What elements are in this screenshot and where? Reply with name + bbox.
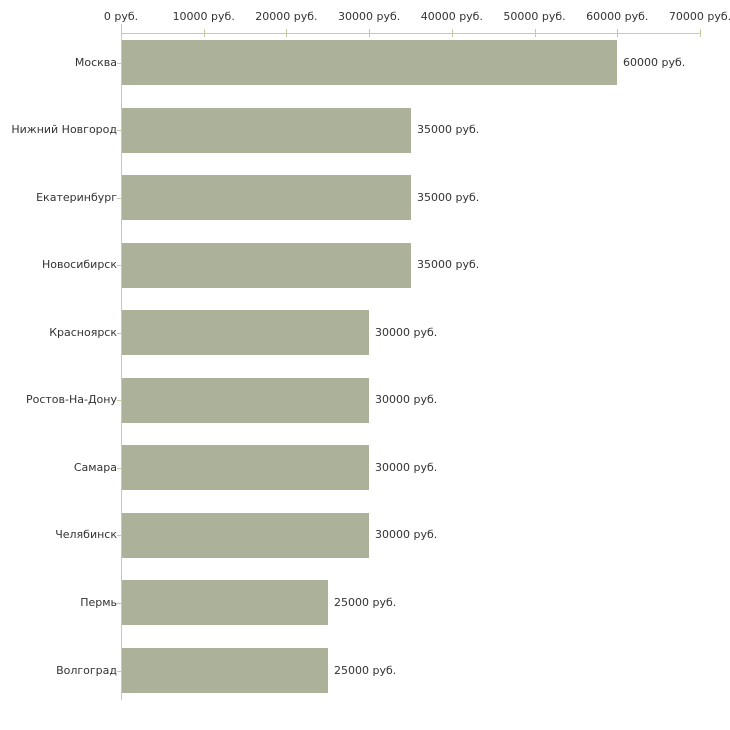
bar <box>122 40 617 85</box>
value-label: 35000 руб. <box>417 258 480 271</box>
category-label: Ростов-На-Дону <box>25 393 117 406</box>
bar <box>122 445 369 490</box>
category-label: Нижний Новгород <box>11 123 117 136</box>
x-axis-line <box>121 33 701 34</box>
x-tick-label: 10000 руб. <box>172 10 235 23</box>
value-label: 30000 руб. <box>375 393 438 406</box>
bar <box>122 648 328 693</box>
value-label: 35000 руб. <box>417 191 480 204</box>
y-tick-mark <box>117 333 121 334</box>
bar <box>122 108 411 153</box>
bar <box>122 243 411 288</box>
y-tick-mark <box>117 400 121 401</box>
bar <box>122 310 369 355</box>
value-label: 35000 руб. <box>417 123 480 136</box>
y-tick-mark <box>117 63 121 64</box>
value-label: 30000 руб. <box>375 528 438 541</box>
value-label: 30000 руб. <box>375 326 438 339</box>
y-tick-mark <box>117 130 121 131</box>
category-label: Москва <box>74 56 117 69</box>
value-label: 25000 руб. <box>334 596 397 609</box>
x-tick-label: 60000 руб. <box>586 10 649 23</box>
value-label: 30000 руб. <box>375 461 438 474</box>
category-label: Красноярск <box>49 326 117 339</box>
category-label: Самара <box>73 461 117 474</box>
x-tick-label: 30000 руб. <box>338 10 401 23</box>
category-label: Волгоград <box>56 664 117 677</box>
category-label: Челябинск <box>55 528 117 541</box>
y-tick-mark <box>117 603 121 604</box>
value-label: 60000 руб. <box>623 56 686 69</box>
x-tick-label: 70000 руб. <box>668 10 730 23</box>
y-axis-line <box>121 24 122 700</box>
x-tick-label: 40000 руб. <box>420 10 483 23</box>
bar <box>122 513 369 558</box>
bar <box>122 378 369 423</box>
y-tick-mark <box>117 535 121 536</box>
y-tick-mark <box>117 198 121 199</box>
y-tick-mark <box>117 265 121 266</box>
value-label: 25000 руб. <box>334 664 397 677</box>
category-label: Новосибирск <box>41 258 117 271</box>
x-tick-label: 50000 руб. <box>503 10 566 23</box>
category-label: Пермь <box>80 596 117 609</box>
y-tick-mark <box>117 468 121 469</box>
x-tick-label: 0 руб. <box>103 10 139 23</box>
x-tick-label: 20000 руб. <box>255 10 318 23</box>
bar <box>122 580 328 625</box>
category-label: Екатеринбург <box>36 191 117 204</box>
bar <box>122 175 411 220</box>
y-tick-mark <box>117 671 121 672</box>
